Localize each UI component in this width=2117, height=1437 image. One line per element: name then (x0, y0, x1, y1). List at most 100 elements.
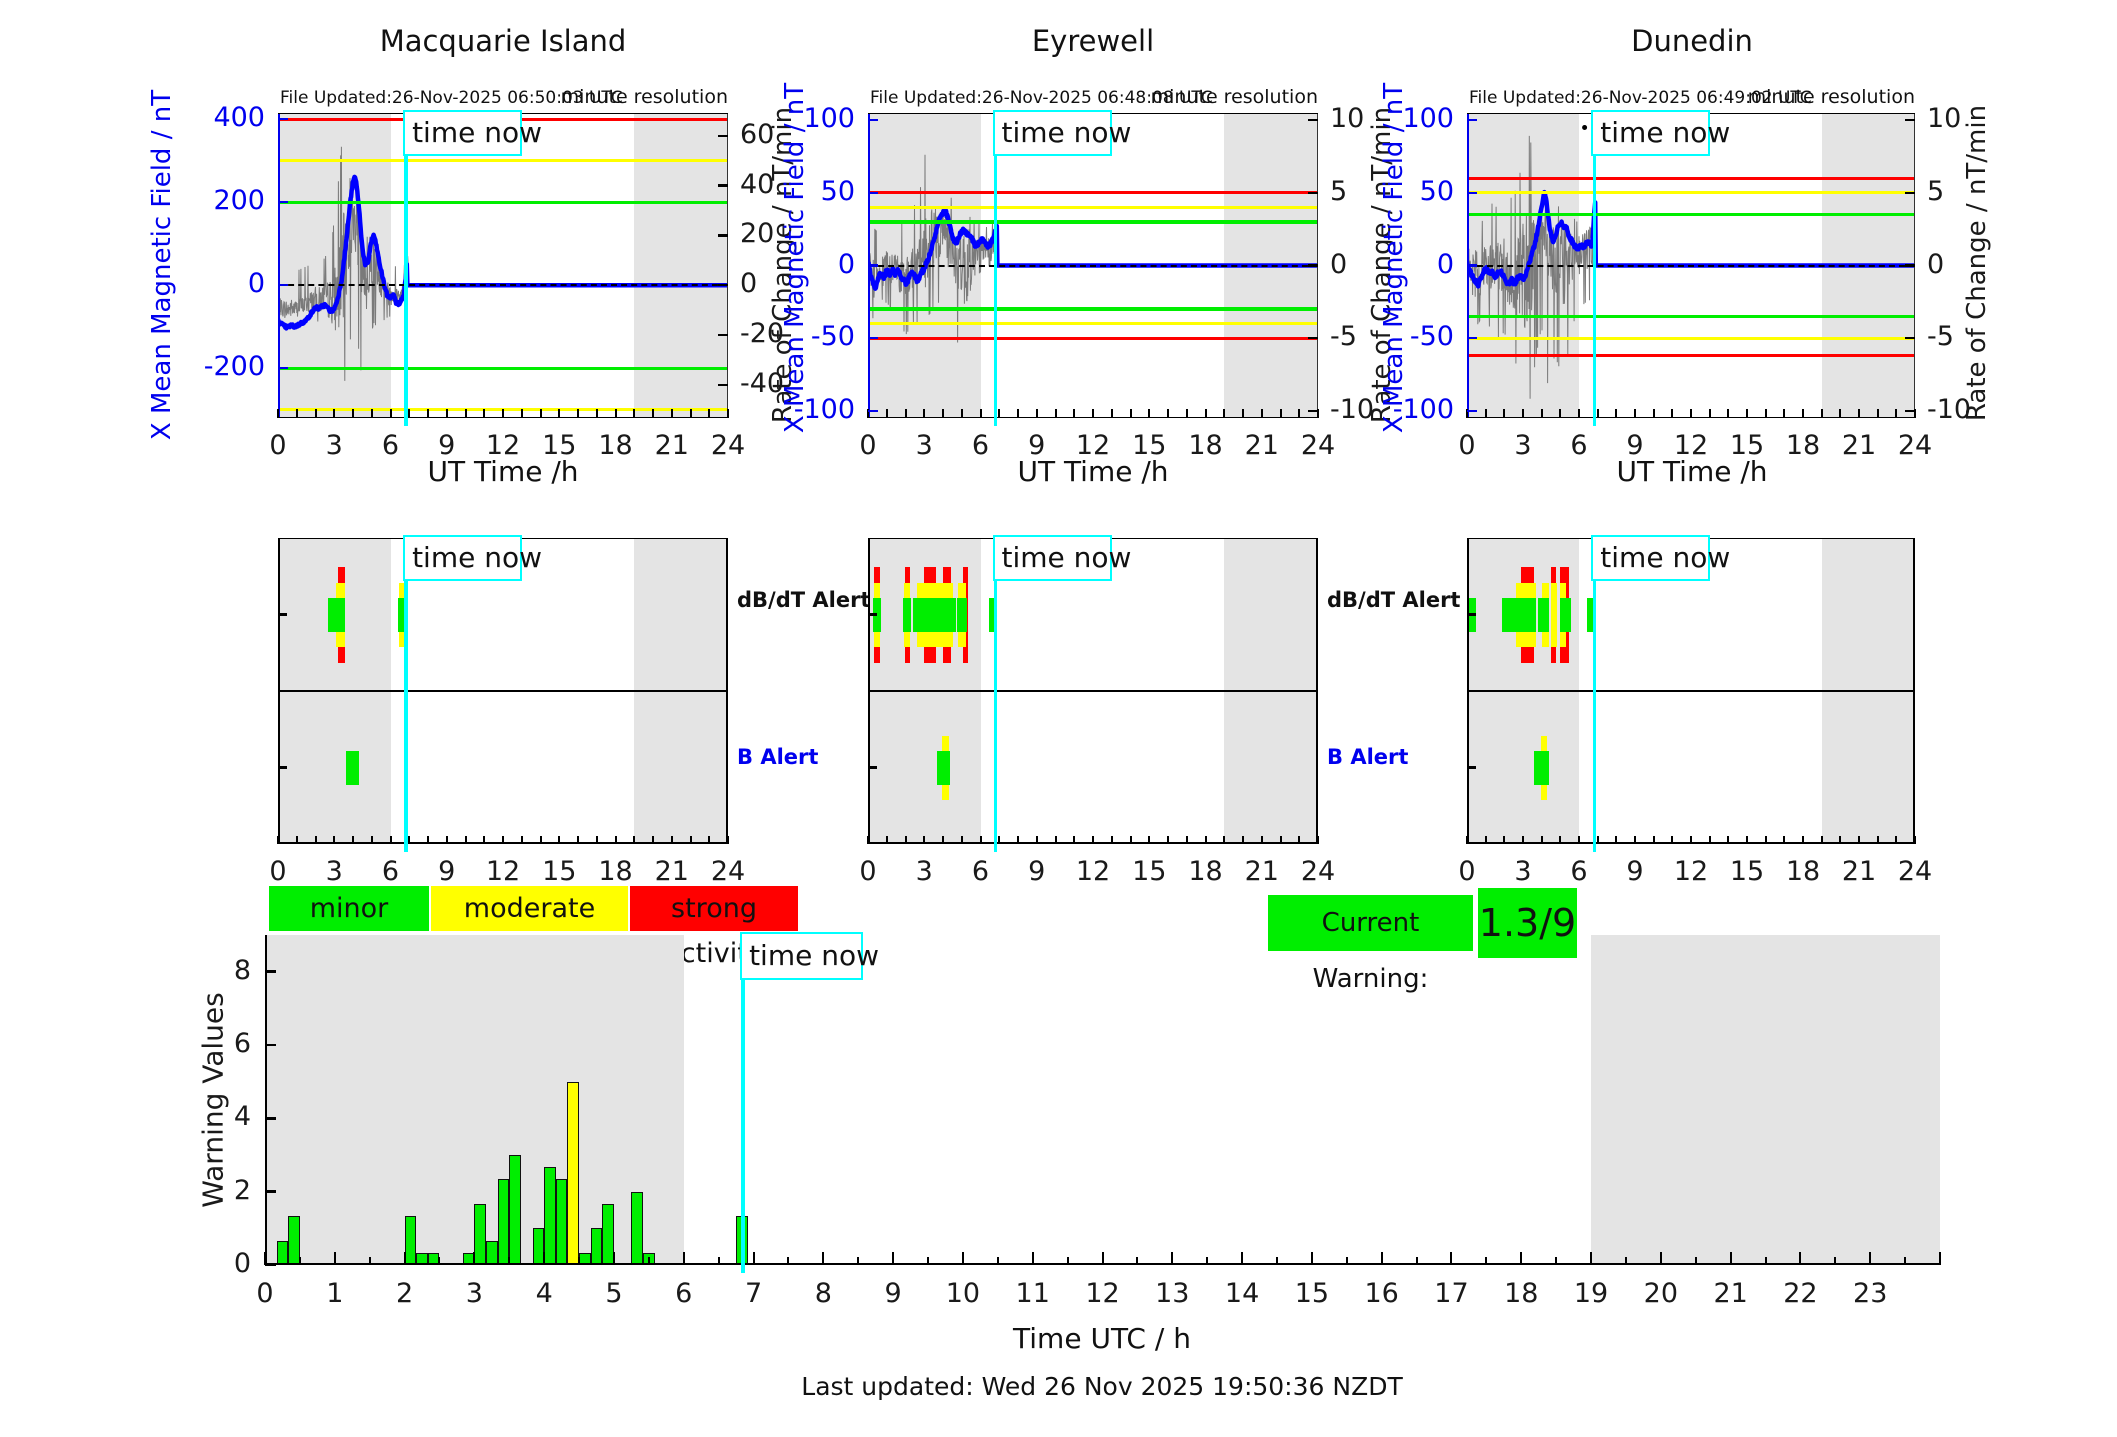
row-tick (278, 613, 287, 616)
y-tick-right (1308, 264, 1318, 267)
x-tick (1171, 1252, 1174, 1265)
x-tick-label: 7 (744, 1278, 763, 1309)
x-tick (1260, 409, 1263, 418)
y-tick-label-right: -5 (1927, 321, 1954, 353)
daylight-band (1591, 935, 1940, 1265)
x-tick (923, 836, 926, 844)
magnetic-field-chart-eyrewell: 0 3 6 9 12 15 18 21 24 100 50 0 -50 -100 10 5 0 -5 -10 time… (794, 103, 1374, 461)
x-tick (1559, 836, 1562, 844)
x-tick (960, 836, 963, 844)
x-tick (1727, 836, 1730, 844)
x-tick (483, 409, 486, 418)
y-tick-label-left: -50 (1409, 321, 1454, 353)
x-tick-label: 21 (1713, 1278, 1748, 1309)
threshold-line (868, 191, 1318, 195)
warning-bar (404, 1216, 417, 1265)
warning-bar (509, 1155, 521, 1265)
x-tick (1783, 836, 1786, 844)
x-tick (1746, 836, 1748, 844)
x-tick (1223, 836, 1226, 844)
y-tick-label-right: -5 (1330, 321, 1357, 353)
file-updated-eyrewell: File Updated:26-Nov-2025 06:48:08 UTC (870, 88, 1213, 108)
x-tick-label: 12 (1673, 430, 1709, 461)
x-tick (942, 409, 944, 418)
x-tick (1634, 409, 1636, 418)
y-tick-label-right: -10 (1330, 393, 1375, 425)
x-tick (370, 836, 373, 844)
x-tick (998, 409, 1001, 418)
file-updated-dunedin: File Updated:26-Nov-2025 06:49:02 UTC (1469, 88, 1812, 108)
x-tick-label: 15 (1729, 856, 1765, 887)
x-tick (277, 409, 279, 418)
x-tick (558, 409, 561, 418)
b-alert-label-1: B Alert (737, 745, 819, 769)
x-tick (787, 1257, 790, 1265)
x-tick (1503, 836, 1506, 844)
x-tick (595, 409, 598, 418)
x-tick-label: 12 (1085, 1278, 1120, 1309)
x-tick (1204, 409, 1207, 418)
time-now-label: time now (1591, 110, 1730, 156)
threshold-line (1467, 336, 1915, 340)
x-tick (445, 836, 448, 844)
x-tick (689, 409, 692, 418)
x-tick (1092, 409, 1094, 418)
x-tick-label: 6 (675, 1278, 693, 1309)
alert-bar-green (327, 597, 345, 632)
y-tick-label-right: -40 (740, 367, 785, 399)
axis-spine-right (1913, 538, 1915, 844)
x-tick-label: 9 (438, 430, 456, 461)
x-tick (1876, 836, 1879, 844)
x-tick (438, 1257, 441, 1265)
x-tick (1310, 1252, 1313, 1265)
x-tick-label: 12 (1075, 856, 1111, 887)
threshold-line (868, 220, 1318, 224)
x-tick-label: 18 (1188, 430, 1223, 461)
y-tick-left (868, 409, 878, 412)
time-now-label: time now (992, 535, 1131, 581)
data-series-plot (278, 146, 728, 381)
x-tick (1690, 836, 1692, 844)
x-tick (595, 836, 598, 844)
x-tick (1148, 836, 1151, 844)
x-tick (1802, 836, 1804, 844)
alert-bar-green (1587, 597, 1594, 632)
y-tick-left (868, 119, 878, 122)
threshold-line (1467, 314, 1915, 318)
x-tick-label: 21 (1244, 430, 1279, 461)
row-tick (278, 766, 287, 769)
x-tick-label: 15 (1729, 430, 1765, 461)
warning-bar (276, 1240, 289, 1265)
y-tick-label: 2 (233, 1174, 251, 1206)
x-tick (1275, 1257, 1278, 1265)
threshold-line (1467, 353, 1915, 358)
y-tick-label-left: 0 (1436, 248, 1454, 280)
x-tick (885, 409, 888, 418)
x-tick (1054, 836, 1057, 844)
x-tick (1540, 409, 1543, 418)
x-tick (1839, 409, 1842, 418)
station-title-macquarie: Macquarie Island (379, 24, 627, 58)
x-tick (1110, 836, 1113, 844)
x-tick (295, 409, 298, 418)
time-now-label: time now (403, 535, 542, 581)
x-tick-label: 6 (1570, 856, 1588, 887)
alert-bar-yellow (1551, 582, 1557, 647)
y-tick-label-right: 0 (740, 268, 758, 300)
x-axis-label-dunedin: UT Time /h (1616, 455, 1768, 488)
x-tick (1073, 409, 1076, 418)
x-tick (1167, 836, 1169, 844)
threshold-line (278, 200, 728, 204)
alert-bar-green (345, 750, 359, 785)
y-tick-left (1467, 409, 1477, 412)
y-tick-label-left: 50 (1419, 175, 1454, 207)
y-tick (265, 1043, 276, 1047)
y-axis-label-rate-dunedin: Rate of Change / nT/min (1962, 104, 1992, 422)
x-tick (1746, 409, 1748, 418)
magnetic-field-chart-dunedin: 0 3 6 9 12 15 18 21 24 100 50 0 -50 -100 10 5 0 -5 -10 time… (1393, 103, 1971, 461)
x-tick (1590, 1252, 1593, 1265)
y-tick-right (1905, 264, 1915, 267)
y-tick-right (718, 284, 728, 287)
x-tick (1380, 1252, 1383, 1265)
x-tick (1485, 1257, 1488, 1265)
